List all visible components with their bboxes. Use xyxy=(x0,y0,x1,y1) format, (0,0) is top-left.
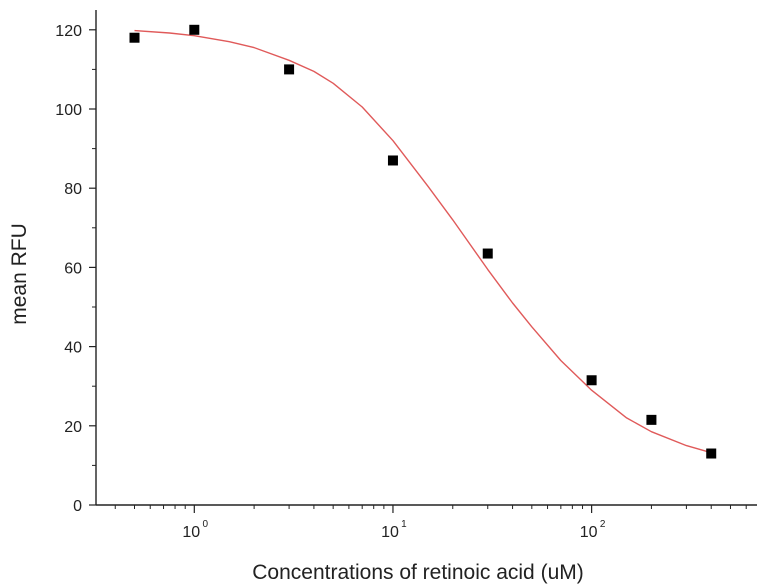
data-point xyxy=(646,414,657,425)
data-point xyxy=(706,448,717,459)
x-tick-label: 10 xyxy=(580,524,598,541)
data-point xyxy=(387,155,398,166)
y-tick-label: 120 xyxy=(55,23,82,40)
y-tick-label: 100 xyxy=(55,102,82,119)
y-tick-label: 40 xyxy=(64,340,82,357)
x-tick-exponent: 0 xyxy=(203,519,209,530)
y-tick-label: 80 xyxy=(64,181,82,198)
x-tick-label: 10 xyxy=(381,524,399,541)
data-point xyxy=(482,248,493,259)
data-points-layer xyxy=(129,24,717,459)
x-tick-exponent: 2 xyxy=(600,519,606,530)
data-point xyxy=(284,64,295,75)
fit-curve xyxy=(134,29,712,454)
data-point xyxy=(129,32,140,43)
data-point xyxy=(586,375,597,386)
x-tick-exponent: 1 xyxy=(401,519,407,530)
data-point xyxy=(189,24,200,35)
x-tick-label: 10 xyxy=(182,524,200,541)
y-tick-label: 60 xyxy=(64,260,82,277)
fit-curve-layer xyxy=(134,29,712,454)
y-tick-label: 0 xyxy=(73,498,82,515)
y-tick-label: 20 xyxy=(64,419,82,436)
x-axis-title: Concentrations of retinoic acid (uM) xyxy=(252,561,583,584)
y-axis-title: mean RFU xyxy=(8,223,31,325)
